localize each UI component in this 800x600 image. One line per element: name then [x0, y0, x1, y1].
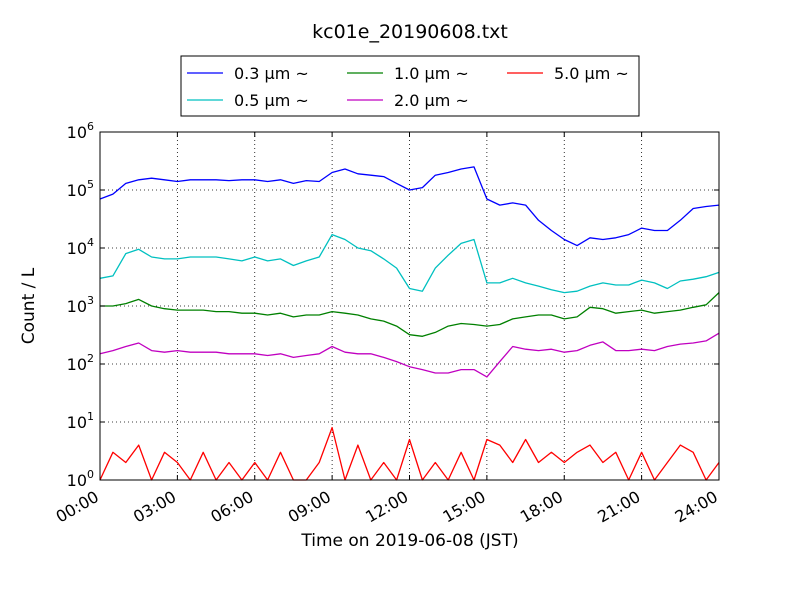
y-axis-label: Count / L [19, 267, 39, 344]
y-tick-label-exponent: 1 [87, 410, 94, 423]
y-tick-label-base: 10 [67, 239, 87, 258]
y-tick-label-base: 10 [67, 355, 87, 374]
chart-title: kc01e_20190608.txt [312, 21, 508, 43]
x-tick-label: 00:00 [53, 487, 102, 527]
y-tick-label: 100 [67, 468, 94, 490]
x-tick-label: 12:00 [362, 487, 411, 527]
y-tick-label: 103 [67, 294, 94, 316]
x-tick-label: 24:00 [672, 487, 721, 527]
y-tick-label-exponent: 4 [87, 236, 94, 249]
x-tick-label: 15:00 [439, 487, 488, 527]
legend-label-5: 5.0 μm ~ [554, 64, 629, 83]
x-tick-label: 03:00 [130, 487, 179, 527]
grid [100, 132, 719, 480]
y-tick-label-exponent: 2 [87, 352, 94, 365]
x-axis-label: Time on 2019-06-08 (JST) [300, 531, 518, 551]
y-tick-label-exponent: 0 [87, 468, 94, 481]
ticks [99, 131, 720, 481]
y-tick-label-base: 10 [67, 181, 87, 200]
y-tick-label-base: 10 [67, 471, 87, 490]
legend-label-2: 0.5 μm ~ [234, 91, 309, 110]
x-tick-label: 21:00 [594, 487, 643, 527]
y-tick-label: 105 [67, 178, 94, 200]
series-line-2 [99, 233, 720, 294]
legend-label-3: 1.0 μm ~ [394, 64, 469, 83]
y-tick-label-exponent: 3 [87, 294, 94, 307]
series-layer [99, 166, 720, 481]
y-tick-label: 102 [67, 352, 94, 374]
series-line-3 [100, 292, 720, 337]
legend: 0.3 μm ~ 0.5 μm ~ 1.0 μm ~ 2.0 μm ~ 5.0 μm ~ [180, 55, 640, 117]
legend-box [180, 55, 640, 117]
legend-label-1: 0.3 μm ~ [234, 64, 309, 83]
x-tick-labels: 00:00 03:00 06:00 09:00 12:00 15:00 18:00 21:00… [53, 487, 721, 527]
series-line-5 [99, 426, 720, 481]
y-tick-label-base: 10 [67, 123, 87, 142]
y-tick-label-base: 10 [67, 297, 87, 316]
y-tick-label: 104 [67, 236, 94, 258]
y-tick-label: 101 [67, 410, 94, 432]
x-tick-label: 06:00 [207, 487, 256, 527]
series-line-4 [99, 332, 720, 378]
y-tick-label-exponent: 6 [87, 120, 94, 133]
legend-label-4: 2.0 μm ~ [394, 91, 469, 110]
y-tick-label-exponent: 5 [87, 178, 94, 191]
x-tick-label: 18:00 [517, 487, 566, 527]
series-line-1 [99, 166, 720, 247]
y-tick-label: 106 [67, 120, 94, 142]
x-tick-label: 09:00 [285, 487, 334, 527]
y-tick-label-base: 10 [67, 413, 87, 432]
